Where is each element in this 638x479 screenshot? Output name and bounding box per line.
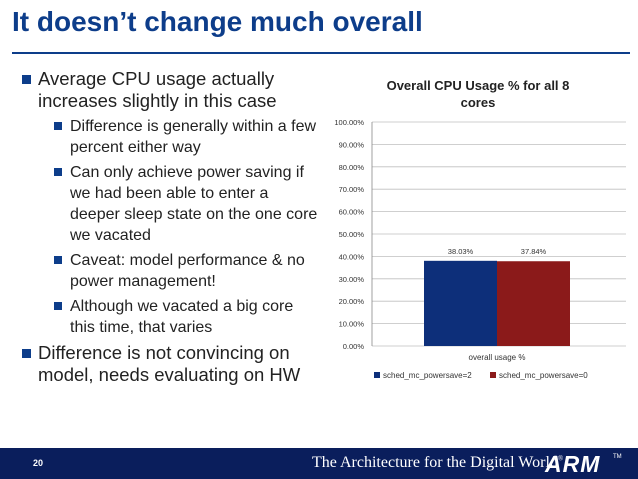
arm-logo: ARM — [545, 451, 601, 477]
bullet-square-icon — [54, 122, 62, 130]
chart-canvas: Overall CPU Usage % for all 8 cores 0.00% 1… — [334, 78, 626, 380]
tagline-text: The Architecture for the Digital World — [312, 454, 558, 471]
bullet-text: Difference is not convincing on model, n… — [38, 342, 301, 385]
bullet-text: Caveat: model performance & no power man… — [70, 252, 305, 290]
trademark-mark: TM — [613, 454, 622, 460]
bullet-text: Can only achieve power saving if we had … — [70, 164, 318, 244]
data-label: 37.84% — [521, 247, 547, 256]
footer-bar: 20 The Architecture for the Digital Worl… — [0, 448, 638, 479]
x-tick-label: overall usage % — [469, 353, 526, 362]
sub-bullet-item: Difference is generally within a few per… — [18, 116, 318, 158]
title-divider — [12, 52, 630, 54]
bar — [424, 260, 497, 346]
y-tick-label: 90.00% — [339, 140, 365, 149]
bullet-square-icon — [54, 256, 62, 264]
y-tick-label: 0.00% — [343, 342, 365, 351]
footer-tagline: The Architecture for the Digital World® — [312, 454, 563, 472]
legend-label: sched_mc_powersave=2 — [383, 371, 472, 380]
y-tick-label: 100.00% — [334, 118, 364, 127]
sub-bullet-item: Caveat: model performance & no power man… — [18, 250, 318, 292]
legend-swatch — [490, 372, 496, 378]
data-label: 38.03% — [448, 247, 474, 256]
chart-title: Overall CPU Usage % for all 8 — [387, 78, 570, 93]
bullet-square-icon — [54, 168, 62, 176]
bullet-square-icon — [54, 302, 62, 310]
y-tick-label: 70.00% — [339, 185, 365, 194]
page-number: 20 — [33, 458, 44, 468]
sub-bullet-item: Although we vacated a big core this time… — [18, 296, 318, 338]
y-tick-label: 80.00% — [339, 163, 365, 172]
y-tick-label: 20.00% — [339, 297, 365, 306]
y-tick-label: 30.00% — [339, 275, 365, 284]
cpu-usage-chart: Overall CPU Usage % for all 8 cores 0.00% 1… — [314, 72, 632, 392]
bullet-item: Difference is not convincing on model, n… — [18, 342, 318, 386]
bullet-square-icon — [22, 75, 31, 84]
bullet-item: Average CPU usage actually increases sli… — [18, 68, 318, 112]
slide-title: It doesn’t change much overall — [12, 6, 423, 37]
registered-mark: ® — [557, 454, 564, 463]
y-tick-label: 40.00% — [339, 252, 365, 261]
y-tick-label: 50.00% — [339, 230, 365, 239]
legend-swatch — [374, 372, 380, 378]
y-tick-label: 60.00% — [339, 208, 365, 217]
bullet-text: Although we vacated a big core this time… — [70, 298, 294, 336]
bullet-list: Average CPU usage actually increases sli… — [18, 68, 318, 390]
bar — [497, 261, 570, 346]
bullet-square-icon — [22, 349, 31, 358]
legend-label: sched_mc_powersave=0 — [499, 371, 588, 380]
bullet-text: Average CPU usage actually increases sli… — [38, 68, 277, 111]
sub-bullet-item: Can only achieve power saving if we had … — [18, 162, 318, 246]
bullet-text: Difference is generally within a few per… — [70, 118, 317, 156]
chart-title: cores — [461, 95, 496, 110]
y-tick-label: 10.00% — [339, 320, 365, 329]
